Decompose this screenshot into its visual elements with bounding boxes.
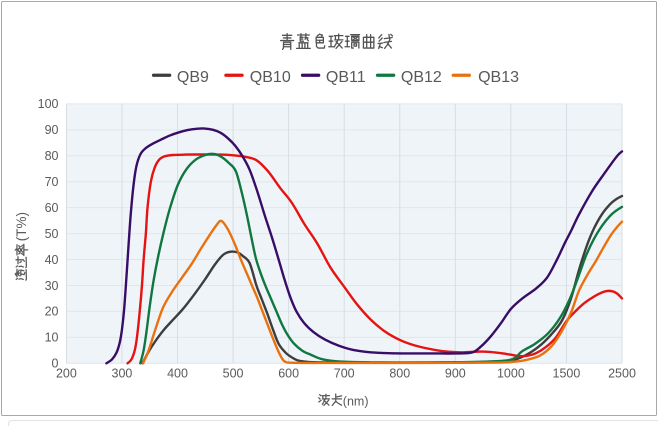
svg-text:40: 40 [45,253,59,267]
svg-text:QB12: QB12 [401,69,442,86]
svg-text:90: 90 [45,123,59,137]
svg-text:400: 400 [167,367,188,381]
svg-text:QB11: QB11 [326,69,366,86]
svg-text:1000: 1000 [497,367,525,381]
svg-text:2500: 2500 [608,367,636,381]
svg-text:800: 800 [389,367,410,381]
svg-text:70: 70 [45,175,59,189]
svg-text:700: 700 [334,367,355,381]
svg-text:60: 60 [45,201,59,215]
svg-text:(T%): (T%) [14,212,29,241]
svg-text:600: 600 [278,367,299,381]
svg-text:(nm): (nm) [343,394,369,408]
svg-text:30: 30 [45,279,59,293]
svg-text:500: 500 [223,367,244,381]
svg-text:20: 20 [45,305,59,319]
svg-text:1500: 1500 [553,367,581,381]
svg-text:0: 0 [52,357,59,371]
svg-text:200: 200 [56,367,77,381]
svg-text:100: 100 [38,97,59,111]
svg-text:80: 80 [45,149,59,163]
svg-text:50: 50 [45,227,59,241]
svg-text:QB9: QB9 [177,69,209,86]
svg-text:QB10: QB10 [250,69,291,86]
svg-text:QB13: QB13 [478,69,519,86]
svg-text:10: 10 [45,331,59,345]
svg-text:300: 300 [112,367,133,381]
svg-text:900: 900 [445,367,466,381]
